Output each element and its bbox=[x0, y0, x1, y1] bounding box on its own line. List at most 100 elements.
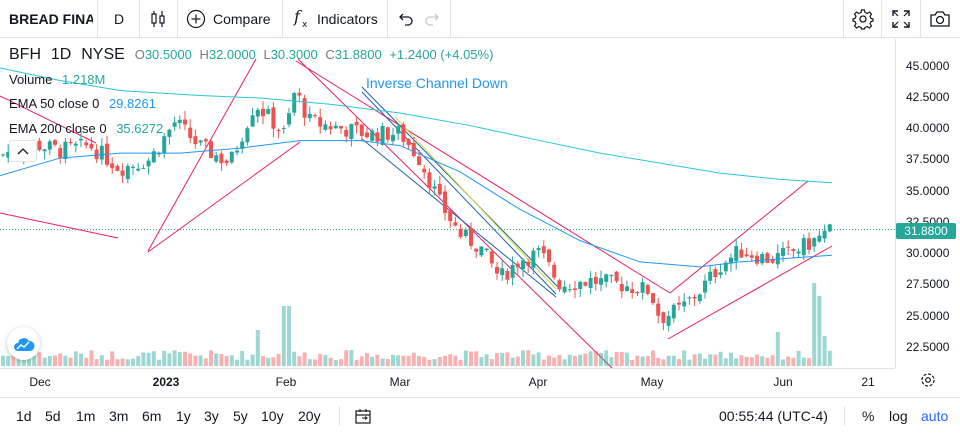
logo-badge[interactable] bbox=[7, 327, 40, 360]
plus-circle-icon bbox=[186, 9, 206, 29]
candle-body bbox=[380, 126, 385, 145]
volume-bar bbox=[651, 350, 655, 366]
divider bbox=[339, 406, 340, 426]
channel-line bbox=[147, 141, 301, 253]
volume-bar bbox=[131, 358, 135, 366]
volume-bar bbox=[432, 359, 437, 366]
volume-bar bbox=[713, 354, 718, 366]
ema50-study[interactable]: EMA 50 close 0 29.8261 bbox=[9, 96, 156, 111]
chart-type-button[interactable] bbox=[149, 0, 167, 38]
candle-body bbox=[661, 312, 666, 323]
divider bbox=[844, 406, 845, 426]
volume-bar bbox=[489, 359, 494, 366]
divider bbox=[881, 0, 882, 38]
candle-body bbox=[162, 136, 167, 154]
range-3m[interactable]: 3m bbox=[109, 407, 129, 424]
candle-body bbox=[573, 288, 577, 290]
candle-body bbox=[344, 129, 349, 137]
candle-body bbox=[339, 125, 343, 129]
range-1y[interactable]: 1y bbox=[176, 407, 191, 424]
range-5d[interactable]: 5d bbox=[45, 407, 61, 424]
time-label: May bbox=[640, 375, 664, 389]
volume-bar bbox=[463, 350, 468, 366]
time-label: Jun bbox=[773, 375, 793, 389]
volume-bar bbox=[515, 356, 520, 366]
compare-button[interactable]: Compare bbox=[186, 0, 271, 38]
settings-button[interactable] bbox=[852, 0, 874, 38]
log-toggle[interactable]: log bbox=[889, 407, 908, 424]
volume-study[interactable]: Volume 1.218M bbox=[9, 72, 105, 87]
range-3y[interactable]: 3y bbox=[204, 407, 219, 424]
range-5y[interactable]: 5y bbox=[233, 407, 248, 424]
volume-bar bbox=[749, 357, 754, 366]
divider bbox=[387, 0, 388, 38]
candle-body bbox=[198, 140, 203, 143]
date-range-button[interactable] bbox=[354, 398, 372, 433]
volume-bar bbox=[536, 352, 541, 366]
candle-body bbox=[729, 257, 733, 264]
candle-body bbox=[588, 278, 593, 288]
divider bbox=[97, 0, 98, 38]
volume-bar bbox=[240, 350, 245, 366]
indicators-button[interactable]: f x Indicators bbox=[292, 0, 378, 38]
candle-body bbox=[791, 249, 796, 252]
fullscreen-button[interactable] bbox=[891, 0, 911, 38]
range-20y[interactable]: 20y bbox=[298, 407, 321, 424]
candle-body bbox=[42, 149, 47, 152]
candle-body bbox=[68, 142, 73, 144]
range-1d[interactable]: 1d bbox=[16, 407, 32, 424]
candle-body bbox=[115, 165, 120, 171]
volume-bar bbox=[578, 354, 583, 366]
candle-body bbox=[432, 186, 437, 189]
collapse-legend-button[interactable] bbox=[9, 140, 37, 162]
divider bbox=[920, 0, 921, 38]
volume-bar bbox=[567, 354, 572, 366]
candle-body bbox=[276, 129, 281, 131]
auto-toggle[interactable]: auto bbox=[921, 407, 949, 424]
symbol-search[interactable]: BREAD FINA bbox=[9, 11, 93, 27]
candle-body bbox=[53, 140, 57, 145]
candle-body bbox=[99, 145, 104, 160]
undo-button[interactable] bbox=[396, 0, 414, 38]
volume-bar bbox=[583, 353, 588, 366]
channel-line bbox=[669, 180, 809, 294]
candle-body bbox=[209, 141, 213, 159]
volume-bar bbox=[21, 358, 26, 366]
volume-bar bbox=[16, 355, 21, 366]
range-10y[interactable]: 10y bbox=[261, 407, 284, 424]
redo-button[interactable] bbox=[424, 0, 442, 38]
volume-bar bbox=[531, 354, 536, 366]
candle-body bbox=[510, 264, 515, 278]
volume-bar bbox=[671, 355, 676, 366]
interval-button[interactable]: D bbox=[114, 11, 125, 27]
ema50-label: EMA 50 close 0 bbox=[9, 96, 100, 111]
volume-bar bbox=[661, 359, 666, 366]
axis-settings-button[interactable] bbox=[920, 372, 936, 393]
volume-bar bbox=[453, 355, 458, 366]
candle-body bbox=[567, 289, 572, 291]
price-axis[interactable]: 45.0000 42.5000 40.0000 37.5000 35.0000 32.50… bbox=[895, 39, 960, 368]
ema200-study[interactable]: EMA 200 close 0 35.6272 bbox=[9, 121, 163, 136]
clock-timezone[interactable]: 00:55:44 (UTC-4) bbox=[719, 407, 828, 424]
percent-toggle[interactable]: % bbox=[862, 407, 875, 424]
snapshot-button[interactable] bbox=[929, 0, 951, 38]
candle-body bbox=[666, 315, 671, 326]
range-1m[interactable]: 1m bbox=[76, 407, 96, 424]
compare-label: Compare bbox=[213, 11, 271, 27]
volume-bar bbox=[573, 355, 577, 366]
volume-bar bbox=[365, 353, 369, 366]
volume-bar bbox=[656, 357, 661, 366]
time-axis[interactable]: Dec 2023 Feb Mar Apr May Jun 21 bbox=[0, 368, 895, 396]
candle-body bbox=[6, 152, 11, 158]
chart-pane[interactable]: BFH 1D NYSE O30.5000 H32.0000 L30.3000 C… bbox=[0, 39, 960, 368]
volume-bar bbox=[526, 350, 531, 366]
candle-body bbox=[609, 274, 614, 277]
candle-body bbox=[172, 122, 177, 127]
volume-bar bbox=[89, 350, 94, 366]
channel-annotation[interactable]: Inverse Channel Down bbox=[366, 75, 508, 91]
volume-bar bbox=[411, 352, 416, 366]
candle-body bbox=[827, 224, 832, 232]
range-6m[interactable]: 6m bbox=[142, 407, 162, 424]
volume-bar bbox=[562, 359, 567, 366]
candle-body bbox=[203, 139, 208, 142]
